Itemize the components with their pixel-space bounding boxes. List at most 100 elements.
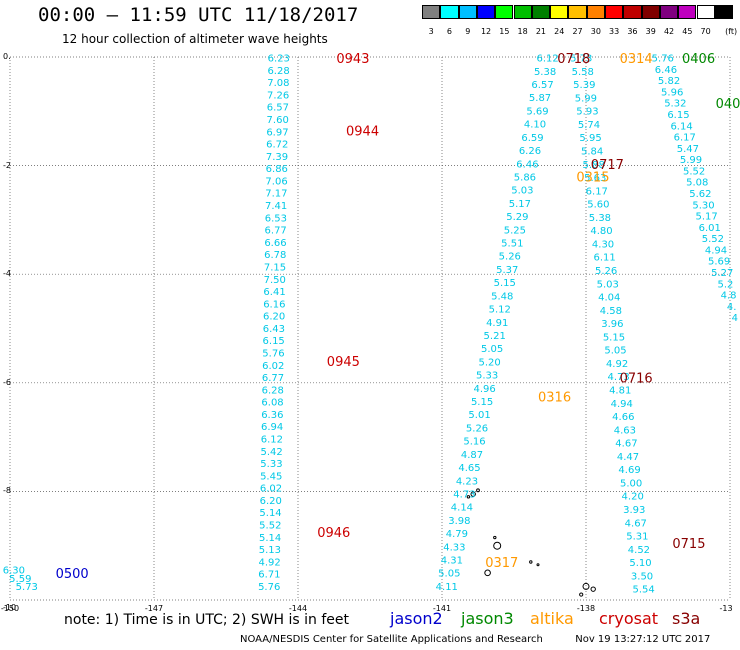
wave-height-value: 6.46: [655, 65, 677, 76]
wave-height-value: 5.26: [499, 252, 521, 263]
wave-height-value: 5.95: [579, 133, 601, 144]
colorbar-unit: (ft): [725, 27, 738, 36]
wave-height-value: 5.39: [573, 80, 595, 91]
pass-time-label: 0316: [538, 390, 571, 405]
wave-height-value: 4.87: [461, 450, 483, 461]
pass-time-label: 0406: [682, 52, 715, 67]
wave-height-value: 4.66: [612, 412, 634, 423]
island-outline: [590, 586, 596, 592]
wave-height-value: 6.97: [266, 127, 288, 138]
wave-height-value: 6.30: [3, 566, 25, 577]
wave-height-value: 5.31: [626, 532, 648, 543]
colorbar-label: 36: [627, 27, 638, 36]
wave-height-value: 7.26: [267, 90, 289, 101]
wave-height-value: 4.67: [615, 439, 637, 450]
wave-height-value: 4.94: [705, 245, 727, 256]
wave-height-value: 5.17: [509, 199, 531, 210]
wave-height-value: 3.50: [631, 571, 653, 582]
wave-height-value: 4: [732, 313, 738, 324]
wave-height-value: 6.77: [265, 226, 287, 237]
lon-tick-label: -147: [144, 604, 164, 613]
wave-height-value: 6.78: [264, 250, 286, 261]
wave-height-value: 5.96: [661, 87, 683, 98]
legend-altika: altika: [530, 609, 574, 628]
wave-height-value: 7.08: [267, 78, 289, 89]
colorbar-swatch: [458, 5, 477, 19]
wave-height-value: 5.73: [570, 54, 592, 65]
wave-height-value: 6.15: [263, 336, 285, 347]
island-outline: [529, 560, 533, 564]
wave-height-value: 4.73: [608, 372, 630, 383]
island-outline: [476, 488, 480, 493]
wave-height-value: 6.66: [264, 238, 286, 249]
wave-height-value: 5.47: [677, 144, 699, 155]
wave-height-value: 6.57: [531, 80, 553, 91]
wave-height-value: 6.77: [262, 373, 284, 384]
wave-height-value: 4.23: [456, 476, 478, 487]
wave-height-value: 5.73: [16, 582, 38, 593]
wave-height-value: 6.72: [266, 140, 288, 151]
island-outline: [484, 569, 491, 577]
wave-height-value: 6.59: [521, 133, 543, 144]
wave-height-value: 4.79: [446, 529, 468, 540]
colorbar-label: 12: [480, 27, 492, 36]
pass-time-label: 0407: [716, 97, 740, 112]
wave-height-value: 4.14: [451, 503, 473, 514]
island-outline: [470, 491, 476, 497]
wave-height-value: 5.26: [595, 266, 617, 277]
wave-height-value: 5.15: [494, 278, 516, 289]
island-outline: [493, 541, 502, 550]
wave-height-value: 5.26: [466, 423, 488, 434]
colorbar-label: 39: [645, 27, 656, 36]
wave-height-value: 5.76: [652, 54, 674, 65]
wave-height-value: 5.2: [717, 279, 733, 290]
wave-height-value: 5.15: [471, 397, 493, 408]
lon-tick-label: -150: [0, 604, 20, 613]
colorbar-swatch: [495, 5, 514, 19]
island-outline: [493, 535, 497, 540]
wave-height-value: 6.11: [593, 253, 615, 264]
wave-height-value: 6.17: [674, 133, 696, 144]
colorbar-swatch: [714, 5, 734, 19]
colorbar-swatch: [623, 5, 642, 19]
wave-height-value: 5.60: [587, 200, 609, 211]
legend-jason2: jason2: [390, 609, 443, 628]
wave-height-value: 4.69: [618, 465, 640, 476]
colorbar-label: 24: [554, 27, 565, 36]
wave-height-value: 5.84: [581, 147, 603, 158]
wave-height-value: 4.47: [617, 452, 639, 463]
wave-height-value: 4.11: [436, 582, 458, 593]
wave-height-value: 4.67: [625, 518, 647, 529]
pass-time-label: 0718: [557, 52, 590, 67]
wave-height-value: 6.15: [667, 110, 689, 121]
wave-height-value: 5.33: [476, 371, 498, 382]
wave-height-value: 5.00: [620, 478, 642, 489]
pass-time-label: 0717: [591, 158, 624, 173]
wave-height-value: 6.36: [261, 410, 283, 421]
colorbar-label: 3: [428, 27, 434, 36]
wave-height-value: 4.8: [721, 291, 737, 302]
wave-height-value: 6.46: [516, 159, 538, 170]
wave-height-value: 5.48: [491, 291, 513, 302]
footer-credit: NOAA/NESDIS Center for Satellite Applica…: [240, 634, 543, 645]
wave-height-value: 4.96: [473, 384, 495, 395]
map-title: 00:00 – 11:59 UTC 11/18/2017: [38, 4, 359, 26]
lat-tick-label: -8: [3, 486, 11, 496]
wave-height-value: 6.23: [268, 54, 290, 65]
wave-height-value: 4.73: [453, 489, 475, 500]
island-outline: [466, 495, 471, 499]
wave-height-value: 3.96: [601, 319, 623, 330]
colorbar-swatch: [476, 5, 496, 19]
pass-time-label: 0943: [336, 52, 369, 67]
pass-time-label: 0500: [56, 567, 89, 582]
wave-height-value: 5.14: [259, 533, 281, 544]
legend-note: note: 1) Time is in UTC; 2) SWH is in fe…: [64, 612, 350, 628]
wave-height-value: 7.50: [264, 275, 286, 286]
wave-height-value: 3.98: [448, 516, 470, 527]
wave-height-value: 5.51: [501, 239, 523, 250]
wave-height-value: 6.26: [519, 146, 541, 157]
wave-height-value: 5.42: [261, 447, 283, 458]
wave-height-value: 6.20: [263, 312, 285, 323]
wave-height-value: 5.54: [632, 585, 654, 596]
wave-height-value: 6.57: [267, 103, 289, 114]
